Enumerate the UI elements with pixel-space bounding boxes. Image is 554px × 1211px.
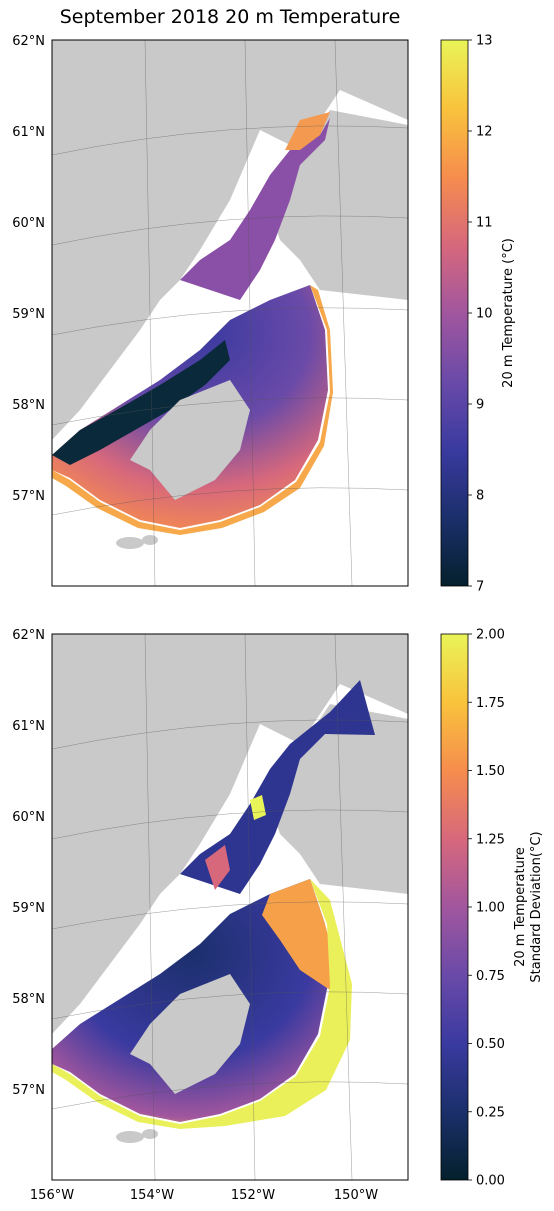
land-islet	[116, 537, 144, 549]
lat-tick-label: 61°N	[12, 719, 45, 734]
lat-tick-label: 59°N	[12, 307, 45, 322]
lat-tick-label: 59°N	[12, 901, 45, 916]
land-islet	[142, 1129, 158, 1139]
graticule	[52, 40, 408, 586]
land-islet	[142, 535, 158, 545]
colorbar-tick-label: 1.25	[476, 832, 505, 847]
lon-tick-label: 154°W	[130, 1188, 174, 1203]
temperature-lat-ticks: 62°N 61°N 60°N 59°N 58°N 57°N	[12, 34, 45, 504]
land-islet	[116, 1131, 144, 1143]
std-colorbar-label-line1: 20 m Temperature	[513, 847, 528, 967]
colorbar-tick-label: 0.25	[476, 1105, 505, 1120]
colorbar-tick-label: 13	[476, 34, 493, 49]
colorbar-tick-label: 2.00	[476, 628, 505, 643]
temperature-field-inlet-warm	[285, 112, 330, 150]
land-mainland	[52, 40, 408, 440]
std-field-inlet-streak	[205, 845, 230, 890]
colorbar-tick-label: 1.75	[476, 696, 505, 711]
temperature-colorbar-label: 20 m Temperature (°C)	[501, 238, 516, 388]
lat-tick-label: 57°N	[12, 489, 45, 504]
lon-tick-label: 152°W	[231, 1188, 275, 1203]
std-field-inlet-hot	[250, 795, 266, 820]
lon-tick-label: 156°W	[30, 1188, 74, 1203]
temperature-field-cold	[52, 340, 230, 465]
lat-tick-label: 58°N	[12, 398, 45, 413]
colorbar-tick-label: 9	[476, 398, 484, 413]
colorbar-tick-label: 11	[476, 216, 493, 231]
colorbar-tick-label: 8	[476, 489, 484, 504]
lat-tick-label: 58°N	[12, 992, 45, 1007]
temperature-map	[52, 40, 408, 586]
temperature-field-inlet	[180, 118, 330, 300]
std-lat-ticks: 62°N 61°N 60°N 59°N 58°N 57°N	[12, 628, 45, 1098]
land-mainland	[52, 634, 408, 1034]
std-colorbar-label-line2: Standard Deviation(°C)	[529, 831, 544, 982]
lat-tick-label: 61°N	[12, 125, 45, 140]
std-colorbar: 0.00 0.25 0.50 0.75 1.00 1.25 1.50 1.75 2.00 20 …	[440, 628, 544, 1189]
std-map-frame	[51, 633, 409, 1181]
colorbar-tick-label: 0.00	[476, 1174, 505, 1189]
std-lon-ticks: 156°W 154°W 152°W 150°W	[30, 1188, 378, 1203]
lat-tick-label: 57°N	[12, 1083, 45, 1098]
graticule	[52, 634, 408, 1180]
std-field-high	[262, 879, 340, 990]
temperature-map-frame	[51, 39, 409, 587]
std-field-rim	[52, 879, 352, 1129]
lat-tick-label: 62°N	[12, 34, 45, 49]
colorbar-tick-label: 1.00	[476, 901, 505, 916]
lon-tick-label: 150°W	[334, 1188, 378, 1203]
temperature-colorbar: 7 8 9 10 11 12 13 20 m Temperature (°C)	[440, 34, 516, 595]
colorbar-tick-label: 1.50	[476, 764, 505, 779]
colorbar-tick-label: 12	[476, 125, 493, 140]
figure-title: September 2018 20 m Temperature	[59, 6, 401, 28]
colorbar-tick-label: 7	[476, 580, 484, 595]
colorbar-tick-label: 0.75	[476, 969, 505, 984]
lat-tick-label: 60°N	[12, 216, 45, 231]
lat-tick-label: 62°N	[12, 628, 45, 643]
std-map	[52, 634, 408, 1180]
colorbar-tick-label: 0.50	[476, 1037, 505, 1052]
std-field-inlet	[180, 680, 375, 894]
colorbar-tick-label: 10	[476, 307, 493, 322]
lat-tick-label: 60°N	[12, 810, 45, 825]
